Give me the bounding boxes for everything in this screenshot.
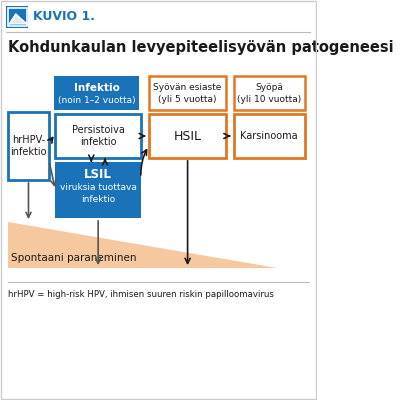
Text: (noin 1–2 vuotta): (noin 1–2 vuotta) bbox=[58, 96, 135, 104]
Text: (yli 10 vuotta): (yli 10 vuotta) bbox=[237, 96, 301, 104]
Bar bbox=[234, 76, 305, 110]
Text: Infektio: Infektio bbox=[74, 83, 120, 93]
Bar bbox=[149, 114, 226, 158]
Text: Syöpä: Syöpä bbox=[255, 84, 283, 92]
Bar bbox=[6, 6, 28, 28]
Polygon shape bbox=[10, 14, 27, 24]
Bar bbox=[8, 8, 27, 26]
Text: infektio: infektio bbox=[81, 196, 115, 204]
Text: Karsinooma: Karsinooma bbox=[240, 131, 298, 141]
Text: Spontaani paraneminen: Spontaani paraneminen bbox=[11, 253, 136, 263]
Bar bbox=[234, 114, 305, 158]
Bar bbox=[56, 162, 141, 218]
Bar bbox=[56, 114, 141, 158]
Text: HSIL: HSIL bbox=[174, 130, 202, 142]
Text: Persistoiva: Persistoiva bbox=[72, 125, 124, 135]
Text: Syövän esiaste: Syövän esiaste bbox=[154, 84, 222, 92]
Text: hrHPV-: hrHPV- bbox=[12, 135, 45, 145]
Text: viruksia tuottava: viruksia tuottava bbox=[60, 184, 136, 192]
Bar bbox=[8, 112, 49, 180]
Bar bbox=[54, 76, 139, 110]
Text: KUVIO 1.: KUVIO 1. bbox=[33, 10, 95, 24]
Text: LSIL: LSIL bbox=[84, 168, 112, 182]
Text: Kohdunkaulan levyepiteelisyövän patogeneesi: Kohdunkaulan levyepiteelisyövän patogene… bbox=[8, 40, 394, 55]
Bar bbox=[149, 76, 226, 110]
Text: infektio: infektio bbox=[80, 137, 116, 147]
Text: (yli 5 vuotta): (yli 5 vuotta) bbox=[158, 96, 217, 104]
Polygon shape bbox=[8, 222, 277, 268]
Text: hrHPV = high-risk HPV, ihmisen suuren riskin papilloomavirus: hrHPV = high-risk HPV, ihmisen suuren ri… bbox=[8, 290, 274, 299]
Text: infektio: infektio bbox=[10, 147, 47, 157]
